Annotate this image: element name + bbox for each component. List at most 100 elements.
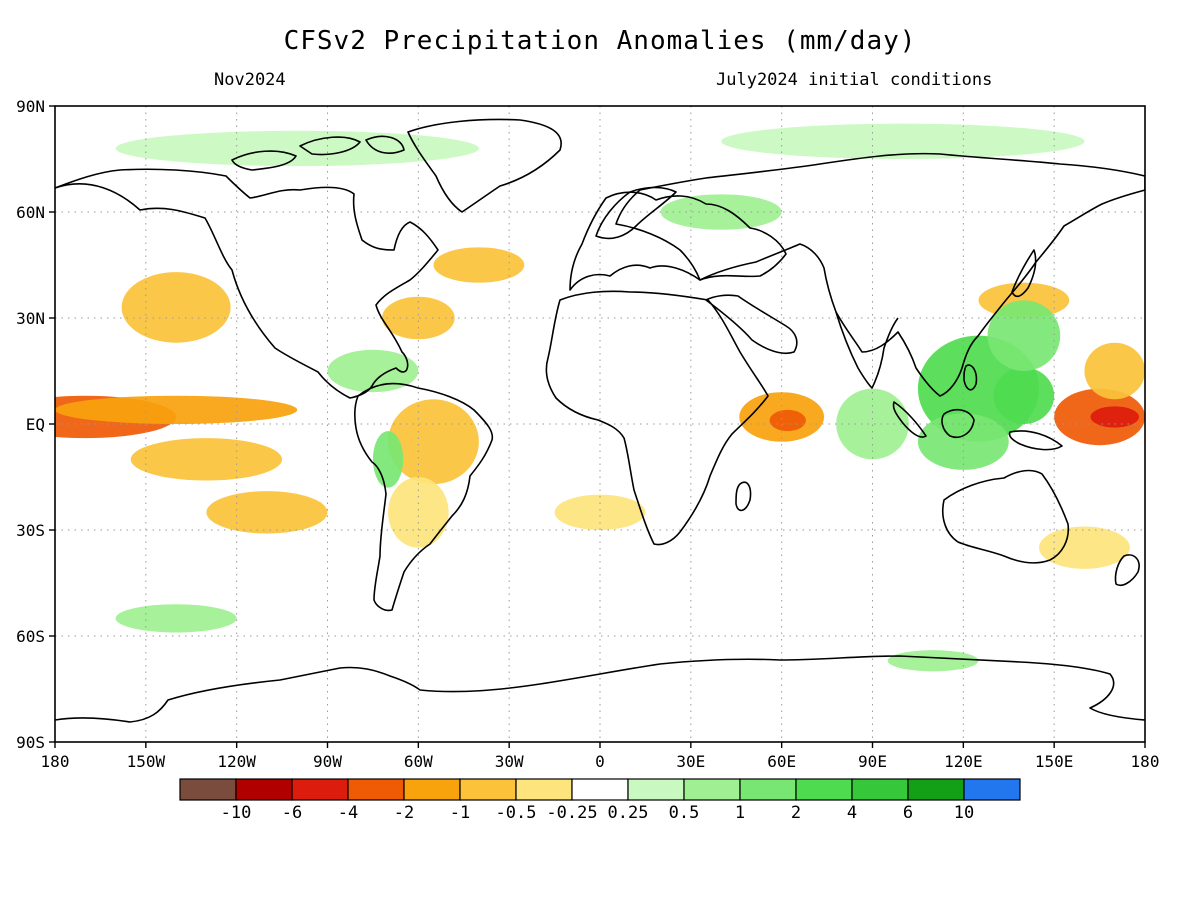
coast-scandinavia — [595, 186, 677, 240]
anomaly-region — [1084, 342, 1145, 400]
colorbar-swatch — [291, 778, 349, 801]
colorbar-swatch — [403, 778, 461, 801]
lat-tick-label: 90S — [16, 733, 45, 752]
lon-tick-label: 120E — [944, 752, 983, 771]
lon-tick-label: 30W — [495, 752, 524, 771]
coast-philippines — [963, 364, 978, 391]
colorbar-swatch — [627, 778, 685, 801]
anomaly-region — [382, 296, 455, 340]
lat-tick-label: EQ — [26, 415, 45, 434]
colorbar-label: -0.25 — [546, 803, 597, 823]
anomaly-region — [115, 130, 479, 167]
anomaly-region — [372, 431, 404, 488]
lat-tick-label: 30S — [16, 521, 45, 540]
coast-south-america — [353, 382, 494, 612]
anomaly-region — [1090, 406, 1139, 428]
coast-india — [835, 311, 899, 389]
coastlines — [55, 118, 1145, 723]
coast-europe — [569, 191, 787, 291]
colorbar-swatch — [907, 778, 965, 801]
lat-tick-label: 90N — [16, 97, 45, 116]
anomaly-field — [55, 123, 1145, 672]
colorbar-label: 10 — [954, 803, 974, 823]
chart-title: CFSv2 Precipitation Anomalies (mm/day) — [283, 26, 917, 56]
anomaly-region — [887, 650, 979, 672]
coast-madagascar — [735, 481, 752, 512]
lat-tick-label: 60N — [16, 203, 45, 222]
lat-tick-label: 60S — [16, 627, 45, 646]
lon-tick-label: 90E — [858, 752, 887, 771]
lat-tick-label: 30N — [16, 309, 45, 328]
coast-asia — [615, 152, 1145, 397]
coast-arabia — [705, 294, 798, 355]
lon-tick-label: 60E — [767, 752, 796, 771]
colorbar-swatch — [963, 778, 1021, 801]
forecast-month: Nov2024 — [214, 70, 286, 90]
coast-north-america — [55, 168, 439, 399]
anomaly-region — [917, 413, 1009, 470]
lon-tick-label: 180 — [1131, 752, 1160, 771]
colorbar-swatch — [459, 778, 517, 801]
coast-japan — [1011, 249, 1037, 298]
coast-canadian-archipelago — [231, 135, 405, 171]
coast-greenland — [407, 118, 562, 213]
anomaly-region — [987, 300, 1061, 371]
lon-tick-label: 150E — [1035, 752, 1074, 771]
anomaly-region — [55, 395, 298, 424]
lon-tick-label: 0 — [595, 752, 605, 771]
longitude-tick-labels: 180 150W 120W 90W 60W 30W 0 30E 60E 90E 120E 150E 18… — [41, 742, 1160, 771]
anomaly-region — [206, 491, 328, 534]
anomaly-region — [388, 476, 449, 548]
coast-antarctica — [55, 655, 1145, 723]
colorbar-label: 6 — [903, 803, 913, 823]
colorbar-label: -2 — [394, 803, 414, 823]
latitude-tick-labels: 90N 60N 30N EQ 30S 60S 90S — [16, 97, 55, 752]
anomaly-region — [433, 247, 525, 283]
anomaly-region — [327, 349, 419, 393]
anomaly-region — [836, 388, 909, 460]
colorbar-label: -0.5 — [496, 803, 537, 823]
colorbar-swatch — [347, 778, 405, 801]
colorbar-swatch — [739, 778, 797, 801]
anomaly-region — [115, 604, 237, 633]
lon-tick-label: 60W — [404, 752, 433, 771]
colorbar-label: 4 — [847, 803, 857, 823]
lon-tick-label: 150W — [127, 752, 166, 771]
colorbar-label: 0.25 — [608, 803, 649, 823]
coast-borneo — [941, 408, 975, 438]
anomaly-region — [660, 194, 782, 230]
anomaly-region — [121, 272, 231, 343]
initial-conditions: July2024 initial conditions — [716, 70, 993, 90]
colorbar-swatch — [795, 778, 853, 801]
anomaly-region — [554, 494, 646, 530]
lon-tick-label: 30E — [676, 752, 705, 771]
anomaly-region — [388, 399, 479, 485]
colorbar-label: -10 — [221, 803, 252, 823]
coast-new-guinea — [1008, 430, 1063, 451]
coast-australia — [942, 469, 1070, 564]
colorbar: -10 -6 -4 -2 -1 -0.5 -0.25 0.25 0.5 1 2 4 6 10 — [179, 778, 1021, 823]
colorbar-swatch — [683, 778, 741, 801]
anomaly-region — [993, 367, 1055, 424]
lon-tick-label: 180 — [41, 752, 70, 771]
colorbar-label: -1 — [450, 803, 470, 823]
colorbar-label: 1 — [735, 803, 745, 823]
colorbar-swatch — [235, 778, 293, 801]
colorbar-swatch — [571, 778, 629, 801]
coast-new-zealand — [1114, 554, 1140, 587]
lon-tick-label: 90W — [313, 752, 342, 771]
colorbar-swatch — [179, 778, 237, 801]
colorbar-swatch — [851, 778, 909, 801]
colorbar-label: 2 — [791, 803, 801, 823]
lon-tick-label: 120W — [217, 752, 256, 771]
anomaly-region — [1039, 526, 1130, 569]
colorbar-label: -4 — [338, 803, 358, 823]
anomaly-region — [769, 409, 806, 432]
anomaly-region — [721, 123, 1085, 159]
colorbar-swatch — [515, 778, 573, 801]
colorbar-label: 0.5 — [669, 803, 700, 823]
anomaly-region — [130, 438, 283, 481]
coast-sumatra — [892, 401, 927, 438]
colorbar-label: -6 — [282, 803, 302, 823]
